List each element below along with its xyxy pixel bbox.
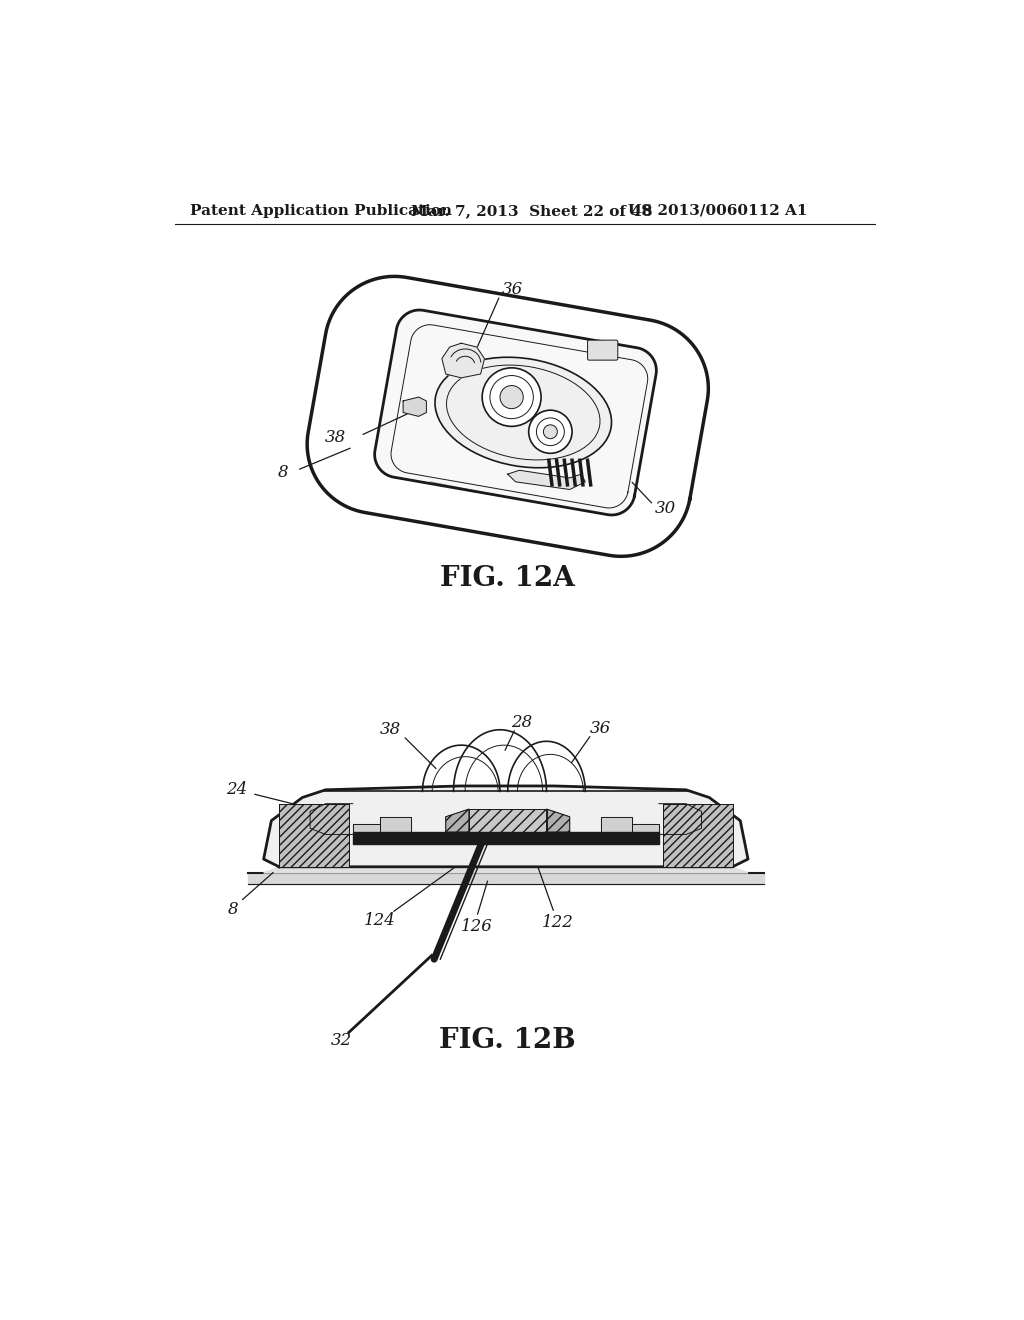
Polygon shape bbox=[632, 825, 658, 832]
Polygon shape bbox=[307, 276, 709, 556]
Text: 28: 28 bbox=[511, 714, 532, 730]
Text: 32: 32 bbox=[331, 1031, 352, 1048]
Polygon shape bbox=[380, 817, 411, 832]
Text: FIG. 12A: FIG. 12A bbox=[440, 565, 575, 591]
Text: FIG. 12B: FIG. 12B bbox=[439, 1027, 577, 1053]
Polygon shape bbox=[469, 809, 547, 832]
Text: 126: 126 bbox=[461, 919, 493, 936]
Circle shape bbox=[528, 411, 572, 453]
Polygon shape bbox=[248, 873, 764, 884]
Polygon shape bbox=[263, 867, 748, 873]
Text: 24: 24 bbox=[226, 781, 247, 799]
Polygon shape bbox=[263, 785, 748, 867]
Polygon shape bbox=[352, 832, 658, 843]
Polygon shape bbox=[280, 804, 349, 867]
Polygon shape bbox=[442, 343, 484, 378]
Text: Patent Application Publication: Patent Application Publication bbox=[190, 203, 452, 218]
Text: 8: 8 bbox=[227, 900, 238, 917]
Text: 122: 122 bbox=[542, 913, 574, 931]
Text: Mar. 7, 2013  Sheet 22 of 48: Mar. 7, 2013 Sheet 22 of 48 bbox=[411, 203, 652, 218]
Text: US 2013/0060112 A1: US 2013/0060112 A1 bbox=[628, 203, 807, 218]
Polygon shape bbox=[547, 809, 569, 832]
Text: 38: 38 bbox=[325, 429, 346, 446]
Ellipse shape bbox=[435, 358, 611, 467]
Text: 36: 36 bbox=[502, 281, 523, 298]
Polygon shape bbox=[663, 804, 732, 867]
Text: 124: 124 bbox=[364, 912, 396, 929]
Circle shape bbox=[500, 385, 523, 409]
Polygon shape bbox=[601, 817, 632, 832]
Polygon shape bbox=[375, 310, 656, 515]
Polygon shape bbox=[403, 397, 426, 416]
Circle shape bbox=[482, 368, 541, 426]
FancyBboxPatch shape bbox=[588, 341, 617, 360]
Text: 30: 30 bbox=[655, 500, 676, 517]
Circle shape bbox=[544, 425, 557, 438]
Polygon shape bbox=[352, 825, 380, 832]
Text: 36: 36 bbox=[590, 719, 611, 737]
Polygon shape bbox=[445, 809, 469, 832]
Polygon shape bbox=[508, 470, 586, 490]
Text: 8: 8 bbox=[278, 465, 289, 480]
Text: 38: 38 bbox=[379, 721, 400, 738]
